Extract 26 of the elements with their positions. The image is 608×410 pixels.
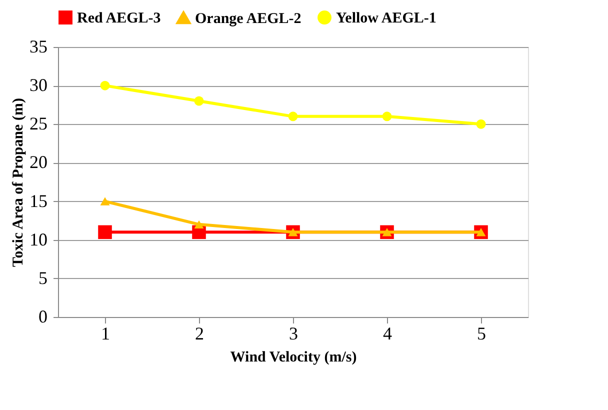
x-tick-label: 1 [101,324,110,344]
point [288,112,298,122]
x-axis-title: Wind Velocity (m/s) [230,350,357,366]
point [194,96,204,106]
x-tick-label: 3 [289,324,298,344]
point [382,112,392,122]
point [100,80,110,90]
point [194,220,204,229]
y-tick-label: 20 [30,152,48,172]
x-tick-label: 2 [195,324,204,344]
x-tick-label: 4 [383,324,392,344]
x-tick-label: 5 [477,324,486,344]
y-tick-label: 35 [30,36,48,56]
y-tick-label: 0 [38,306,48,326]
point [100,197,110,206]
y-tick-label: 30 [30,75,48,96]
legend-label: Orange AEGL-2 [195,10,302,27]
y-axis-title: Toxic Area of Propane (m) [10,98,26,267]
legend-label: Red AEGL-3 [77,10,161,27]
legend-label: Yellow AEGL-1 [336,10,436,27]
y-tick-label: 5 [38,268,48,288]
y-tick-label: 15 [30,190,48,211]
y-tick-label: 10 [30,229,48,250]
y-tick-label: 25 [30,114,48,134]
point [476,119,486,129]
point [98,225,112,240]
